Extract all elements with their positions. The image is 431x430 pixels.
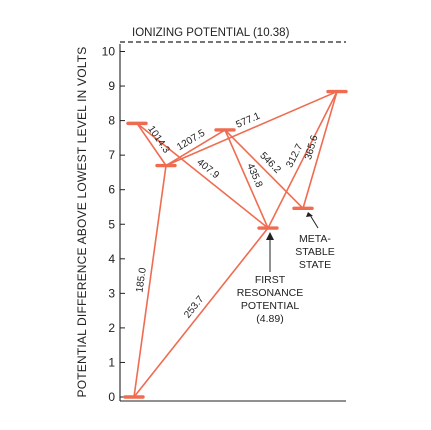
metastable-arrow <box>309 214 319 229</box>
metastable-annotation: META- STABLE STATE <box>295 212 335 271</box>
transition-line <box>136 122 167 166</box>
y-tick-label: 6 <box>108 183 115 197</box>
transition-line <box>224 129 304 209</box>
first-resonance-label-line-3: POTENTIAL <box>241 300 300 312</box>
first-resonance-label-line-2: RESONANCE <box>237 287 304 299</box>
wavelength-label: 546.2 <box>257 150 283 176</box>
y-axis-label: POTENTIAL DIFFERENCE ABOVE LOWEST LEVEL … <box>75 46 89 397</box>
y-tick-label: 2 <box>108 321 115 335</box>
first-resonance-label-line-1: FIRST <box>255 274 286 286</box>
first-resonance-annotation: FIRST RESONANCE POTENTIAL (4.89) <box>237 232 304 325</box>
y-tick-label: 4 <box>108 252 115 266</box>
transition-line <box>133 165 167 398</box>
wavelength-label: 577.1 <box>234 111 262 131</box>
transition-line <box>165 129 226 167</box>
y-axis: 0 1 2 3 4 5 6 7 8 9 10 <box>102 44 346 404</box>
transition-line <box>165 90 338 167</box>
y-tick-label: 9 <box>108 79 115 93</box>
metastable-label-line-3: STATE <box>299 259 331 271</box>
transitions <box>133 90 338 398</box>
metastable-label-line-2: STABLE <box>295 246 335 258</box>
wavelength-label: 185.0 <box>134 267 148 294</box>
wavelength-label: 407.9 <box>195 157 222 181</box>
metastable-arrowhead <box>306 212 313 217</box>
transition-line <box>267 91 338 229</box>
y-tick-label: 3 <box>108 286 115 300</box>
ionizing-potential-label: IONIZING POTENTIAL (10.38) <box>132 27 290 39</box>
transition-line <box>133 227 269 398</box>
y-tick-label: 0 <box>108 390 115 404</box>
y-tick-label: 7 <box>108 148 115 162</box>
metastable-label-line-1: META- <box>299 233 331 245</box>
y-tick-label: 5 <box>108 217 115 231</box>
y-tick-label: 8 <box>108 114 115 128</box>
y-tick-label: 10 <box>102 45 116 59</box>
first-resonance-arrowhead <box>266 232 274 240</box>
energy-levels <box>123 89 348 399</box>
transition-line <box>136 122 269 229</box>
wavelength-label: 253.7 <box>182 294 206 321</box>
transition-line <box>224 129 269 229</box>
first-resonance-label-line-4: (4.89) <box>256 313 283 325</box>
wavelength-label: 312.7 <box>284 142 305 170</box>
y-tick-label: 1 <box>108 355 115 369</box>
transition-line <box>302 91 338 209</box>
